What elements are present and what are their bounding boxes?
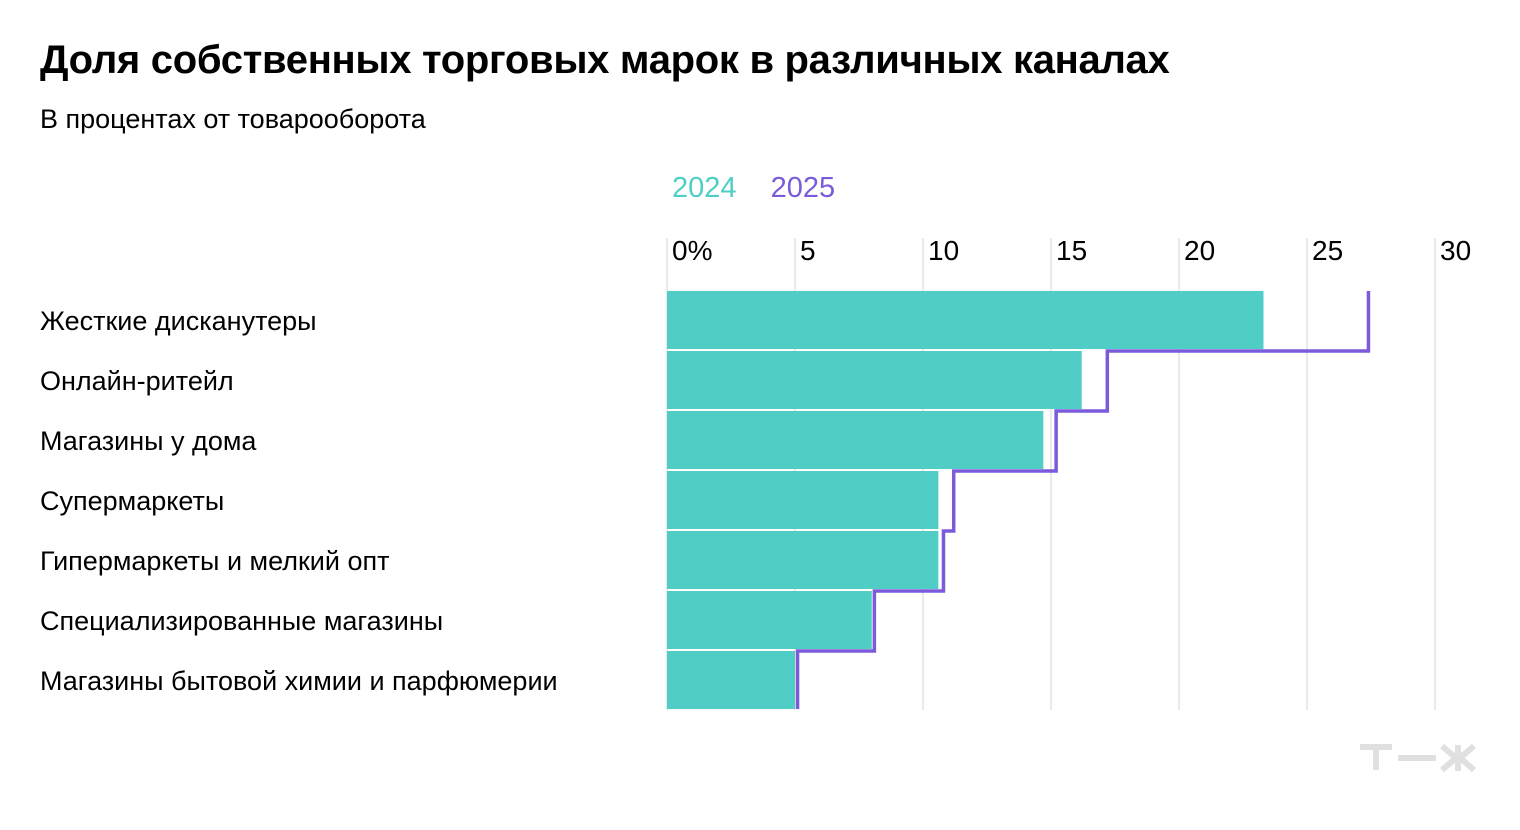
category-label-6: Магазины бытовой химии и парфюмерии xyxy=(40,666,558,696)
x-axis-ticks: 0% 5 10 15 20 25 30 xyxy=(672,235,1471,266)
chart-subtitle: В процентах от товарооборота xyxy=(40,104,426,134)
category-label-2: Магазины у дома xyxy=(40,426,257,456)
tick-label-0: 0% xyxy=(672,235,712,266)
tick-label-10: 10 xyxy=(928,235,959,266)
legend-item-2024: 2024 xyxy=(672,172,737,204)
outline-2025 xyxy=(795,291,1371,709)
chart-title: Доля собственных торговых марок в различ… xyxy=(40,38,1170,82)
legend: 2024 2025 xyxy=(672,172,861,205)
tick-label-20: 20 xyxy=(1184,235,1215,266)
bars-2024 xyxy=(667,291,1264,709)
category-label-3: Супермаркеты xyxy=(40,486,224,516)
tick-label-25: 25 xyxy=(1312,235,1343,266)
category-label-5: Специализированные магазины xyxy=(40,606,443,636)
bar-2024-4 xyxy=(667,531,939,589)
category-label-0: Жесткие дисканутеры xyxy=(40,306,317,336)
bar-2024-5 xyxy=(667,591,872,649)
bar-2024-6 xyxy=(667,651,795,709)
category-label-4: Гипермаркеты и мелкий опт xyxy=(40,546,389,576)
bar-2024-3 xyxy=(667,471,939,529)
bar-2024-0 xyxy=(667,291,1264,349)
bar-2024-1 xyxy=(667,351,1082,409)
bar-2024-2 xyxy=(667,411,1044,469)
tick-label-5: 5 xyxy=(800,235,816,266)
tick-label-30: 30 xyxy=(1440,235,1471,266)
legend-item-2025: 2025 xyxy=(770,172,836,204)
tick-label-15: 15 xyxy=(1056,235,1087,266)
step-line-2025 xyxy=(795,291,1371,709)
category-label-1: Онлайн-ритейл xyxy=(40,366,234,396)
tzh-logo-icon xyxy=(1360,743,1476,773)
category-labels: Жесткие дисканутеры Онлайн-ритейл Магазины… xyxy=(40,306,558,696)
